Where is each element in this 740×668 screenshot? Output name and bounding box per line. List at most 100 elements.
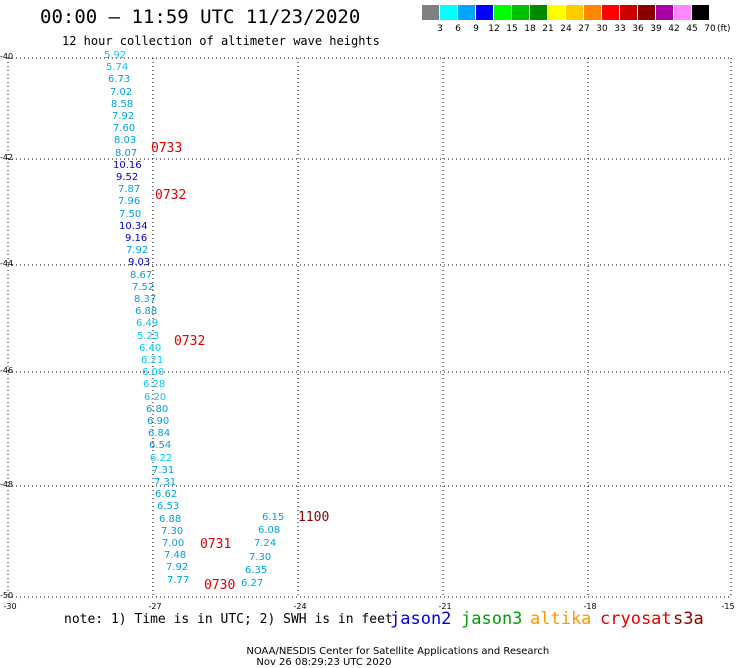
x-axis-label: -24	[293, 602, 307, 611]
y-axis-label: -46	[0, 366, 14, 375]
wave-height-value: 10.34	[119, 220, 148, 232]
pass-time-label: 1100	[298, 510, 330, 525]
color-scale-label: 42	[668, 24, 680, 34]
wave-height-value: 6.88	[135, 306, 158, 318]
wave-height-value: 8.03	[114, 135, 137, 147]
pass-time-label: 0732	[155, 188, 187, 203]
color-scale-swatch	[548, 5, 565, 20]
color-scale-label: 6	[455, 24, 461, 34]
wave-height-value: 6.20	[144, 391, 167, 403]
color-scale-label: 30	[596, 24, 608, 34]
x-axis-label: -30	[3, 602, 17, 611]
footnote: note: 1) Time is in UTC; 2) SWH is in fe…	[64, 612, 393, 627]
wave-height-value: 6.88	[159, 513, 182, 525]
y-axis-label: -40	[0, 52, 14, 61]
wave-height-value: 7.96	[118, 196, 141, 208]
pass-time-label: 0731	[200, 537, 232, 552]
wave-height-value: 8.58	[111, 98, 134, 110]
color-scale-swatch	[512, 5, 529, 20]
wave-height-value: 7.00	[162, 538, 185, 549]
y-axis-label: -42	[0, 153, 14, 162]
wave-height-value: 6.62	[155, 489, 178, 501]
y-axis-label: -48	[0, 480, 14, 489]
x-axis-label: -21	[438, 602, 452, 611]
color-scale-label: 45	[686, 24, 698, 34]
legend-cryosat: cryosat	[600, 609, 672, 629]
wave-height-value: 6.00	[142, 367, 165, 379]
wave-height-value: 7.92	[166, 562, 189, 574]
color-scale-swatch	[422, 5, 439, 20]
color-scale-label: 21	[542, 24, 554, 34]
wave-height-value: 8.37	[134, 294, 157, 305]
wave-height-value: 7.92	[126, 245, 149, 257]
wave-height-value: 9.16	[125, 233, 148, 244]
color-scale-swatch	[602, 5, 619, 20]
wave-height-value: 7.60	[113, 123, 136, 135]
color-scale-swatch	[692, 5, 709, 20]
wave-height-value: 6.54	[149, 440, 172, 452]
color-scale-swatch	[656, 5, 673, 20]
wave-height-value: 7.87	[118, 184, 141, 196]
wave-height-value: 5.92	[104, 50, 127, 61]
wave-height-value: 7.92	[112, 111, 135, 122]
legend-s3a: s3a	[673, 609, 704, 629]
wave-height-value: 7.30	[249, 551, 272, 563]
wave-height-value: 6.35	[245, 564, 268, 576]
wave-height-value: 7.52	[132, 281, 155, 293]
chart-title: 00:00 – 11:59 UTC 11/23/2020	[40, 6, 361, 28]
wave-height-value: 6.80	[146, 403, 169, 415]
color-scale-label: 12	[488, 24, 500, 34]
footer-timestamp: Nov 26 08:29:23 UTC 2020	[256, 657, 392, 668]
color-scale-swatch	[476, 5, 493, 20]
color-scale-swatch	[494, 5, 511, 20]
footer-credit: NOAA/NESDIS Center for Satellite Applica…	[240, 635, 549, 668]
pass-time-label: 0732	[174, 334, 206, 349]
wave-height-value: 8.07	[115, 147, 138, 159]
wave-height-value: 6.27	[241, 578, 264, 589]
wave-height-value: 6.84	[148, 428, 171, 440]
wave-height-value: 9.52	[116, 172, 139, 183]
color-scale-swatch	[440, 5, 457, 20]
x-axis-label: -27	[148, 602, 162, 611]
color-scale-label: 3	[437, 24, 443, 34]
wave-height-value: 6.53	[157, 501, 180, 513]
color-scale-label: 33	[614, 24, 626, 34]
wave-height-value: 6.49	[136, 318, 159, 330]
color-scale-label: 9	[473, 24, 479, 34]
color-scale-label: 70	[704, 24, 716, 34]
wave-height-value: 7.77	[167, 574, 190, 586]
wave-height-value: 7.50	[119, 208, 142, 220]
color-scale-unit: (ft)	[717, 24, 731, 34]
chart-subtitle: 12 hour collection of altimeter wave hei…	[62, 34, 380, 48]
color-scale-swatch	[674, 5, 691, 20]
wave-height-value: 6.40	[139, 342, 162, 354]
color-scale-label: 15	[506, 24, 518, 34]
x-axis-label: -15	[721, 602, 735, 611]
color-scale-swatch	[584, 5, 601, 20]
wave-height-value: 6.73	[108, 74, 131, 86]
wave-height-value: 8.67	[130, 269, 153, 281]
wave-height-value: 6.15	[262, 512, 285, 523]
wave-height-value: 10.16	[113, 159, 142, 171]
color-scale-swatch	[566, 5, 583, 20]
wave-height-value: 5.23	[137, 330, 160, 342]
color-scale-label: 27	[578, 24, 590, 34]
color-scale-swatch	[620, 5, 637, 20]
wave-height-value: 6.90	[147, 416, 170, 427]
x-axis-label: -18	[583, 602, 597, 611]
wave-height-value: 7.30	[161, 525, 184, 537]
color-scale-label: 39	[650, 24, 662, 34]
color-scale-label: 36	[632, 24, 644, 34]
legend-jason2: jason2	[390, 609, 452, 629]
wave-height-value: 7.02	[110, 86, 133, 98]
wave-height-value: 7.31	[152, 464, 175, 476]
wave-height-value: 6.21	[141, 355, 164, 366]
color-scale-swatch	[458, 5, 475, 20]
color-scale-label: 24	[560, 24, 572, 34]
wave-height-value: 6.08	[258, 525, 281, 537]
wave-height-value: 7.24	[254, 538, 277, 550]
pass-time-label: 0730	[204, 578, 236, 593]
map-grid	[7, 57, 732, 598]
legend-jason3: jason3	[461, 609, 523, 629]
pass-time-label: 0733	[151, 141, 183, 156]
